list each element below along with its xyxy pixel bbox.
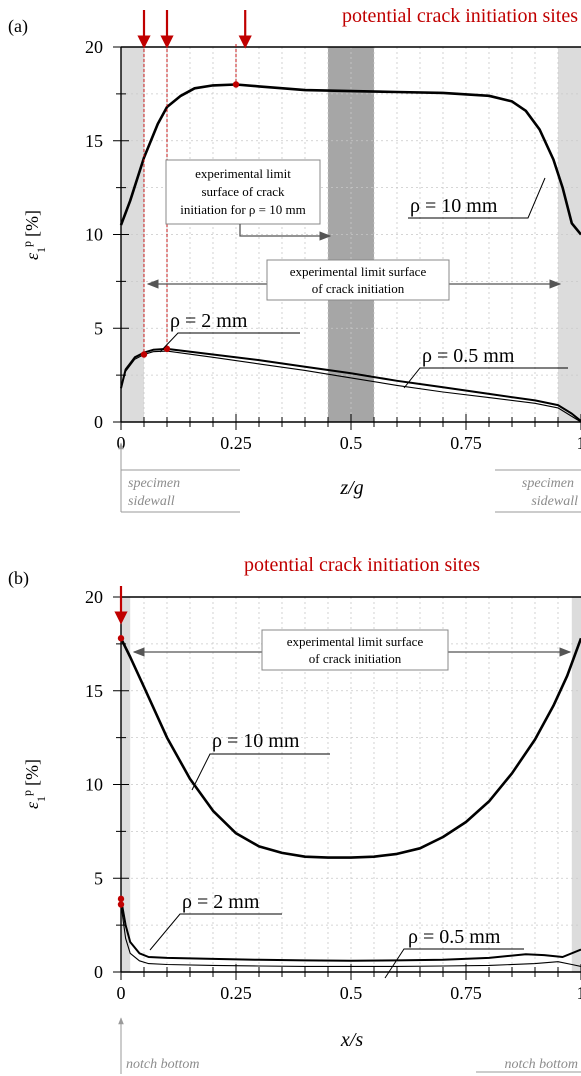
label-rho-05-b-text: ρ = 0.5 mm bbox=[408, 926, 501, 948]
panel-b-ylabel-sub: 1 bbox=[34, 796, 48, 802]
panel-b-ytick-label-3: 15 bbox=[85, 681, 103, 701]
panel-b-xtick-label-0: 0 bbox=[117, 983, 126, 1003]
panel-b-ytick-label-0: 0 bbox=[94, 962, 103, 982]
right-note-a: specimen sidewall bbox=[495, 469, 581, 513]
panel-a: (a) potential crack initiation sites 0 0.… bbox=[8, 5, 581, 513]
panel-b-marker-0 bbox=[117, 635, 125, 642]
label-rho-05-a-text: ρ = 0.5 mm bbox=[422, 345, 515, 367]
panel-b-ylabel: ε1p [%] bbox=[20, 759, 48, 809]
panel-b-xtick-label-2: 0.5 bbox=[340, 983, 363, 1003]
annotation-box-1: experimental limit surface of crack init… bbox=[165, 159, 332, 241]
svg-text:ε1p[%]: ε1p [%] bbox=[20, 759, 48, 809]
label-rho-10-b: ρ = 10 mm bbox=[191, 730, 330, 791]
label-rho-05-b: ρ = 0.5 mm bbox=[384, 926, 524, 979]
panel-b-marker-2 bbox=[117, 901, 125, 908]
panel-b-title: potential crack initiation sites bbox=[244, 554, 480, 576]
left-note-a-line-1: specimen bbox=[128, 476, 180, 491]
panel-b-ylabel-main: ε bbox=[22, 801, 42, 809]
label-rho-10-b-text: ρ = 10 mm bbox=[212, 730, 300, 752]
panel-a-label: (a) bbox=[8, 16, 28, 37]
panel-b-series-0 bbox=[119, 637, 581, 859]
panel-a-shaded-band-2 bbox=[558, 47, 581, 422]
panel-b-xtick-label-1: 0.25 bbox=[220, 983, 252, 1003]
panel-a-marker-0 bbox=[140, 351, 148, 358]
label-rho-10-a-text: ρ = 10 mm bbox=[410, 195, 498, 217]
panel-a-xtick-label-2: 0.5 bbox=[340, 433, 363, 453]
panel-a-ylabel: ε1p [%] bbox=[20, 210, 48, 260]
annotation-box-b-line-2: of crack initiation bbox=[309, 651, 402, 666]
annotation-box-2-line-2: of crack initiation bbox=[312, 281, 405, 296]
right-note-b-text: notch bottom bbox=[505, 1057, 579, 1072]
left-note-a: specimen sidewall bbox=[118, 442, 240, 513]
panel-a-marker-1 bbox=[163, 345, 171, 353]
panel-b-label: (b) bbox=[8, 568, 29, 589]
panel-a-marker-2 bbox=[232, 81, 240, 88]
panel-b-ytick-label-4: 20 bbox=[85, 587, 103, 607]
panel-a-ylabel-main: ε bbox=[22, 252, 42, 260]
label-rho-10-a: ρ = 10 mm bbox=[408, 177, 546, 219]
panel-a-ylabel-unit: [%] bbox=[22, 210, 42, 237]
panel-a-ylabel-sup: p bbox=[20, 241, 34, 247]
panel-b-xlabel: x/s bbox=[340, 1029, 363, 1051]
annotation-box-1-line-2: surface of crack bbox=[202, 184, 285, 199]
annotation-box-b: experimental limit surface of crack init… bbox=[132, 629, 572, 671]
panel-a-xlabel: z/g bbox=[339, 477, 363, 499]
label-rho-05-a: ρ = 0.5 mm bbox=[403, 345, 568, 389]
svg-text:ε1p[%]: ε1p [%] bbox=[20, 210, 48, 260]
left-note-b-text: notch bottom bbox=[126, 1057, 200, 1072]
annotation-box-2: experimental limit surface of crack init… bbox=[146, 259, 562, 301]
annotation-box-1-line-1: experimental limit bbox=[195, 166, 291, 181]
panel-b-marker-1 bbox=[117, 895, 125, 903]
panel-b-xtick-label-3: 0.75 bbox=[450, 983, 482, 1003]
left-note-b: notch bottom bbox=[118, 1017, 200, 1074]
panel-a-series-2 bbox=[120, 350, 581, 423]
panel-b-ylabel-unit: [%] bbox=[22, 759, 42, 786]
label-rho-2-b: ρ = 2 mm bbox=[149, 891, 282, 951]
panel-a-ytick-label-0: 0 bbox=[94, 412, 103, 432]
panel-a-ytick-label-1: 5 bbox=[94, 318, 103, 338]
panel-a-ylabel-sub: 1 bbox=[34, 247, 48, 253]
panel-b-ytick-label-1: 5 bbox=[94, 868, 103, 888]
right-note-a-line-1: specimen bbox=[522, 476, 574, 491]
panel-b-ytick-label-2: 10 bbox=[85, 775, 103, 795]
panel-a-series-0 bbox=[119, 83, 581, 236]
annotation-box-2-line-1: experimental limit surface bbox=[290, 264, 427, 279]
label-rho-2-a: ρ = 2 mm bbox=[159, 310, 300, 353]
panel-a-xtick-label-3: 0.75 bbox=[450, 433, 482, 453]
panel-a-xtick-label-4: 1 bbox=[577, 433, 581, 453]
panel-b-series-2 bbox=[120, 904, 581, 967]
panel-b-ylabel-sup: p bbox=[20, 790, 34, 796]
annotation-box-b-line-1: experimental limit surface bbox=[287, 634, 424, 649]
label-rho-2-a-text: ρ = 2 mm bbox=[170, 310, 248, 332]
right-note-a-line-2: sidewall bbox=[531, 494, 578, 509]
panel-a-ytick-label-3: 15 bbox=[85, 131, 103, 151]
panel-a-xtick-label-1: 0.25 bbox=[220, 433, 252, 453]
annotation-box-1-line-3: initiation for ρ = 10 mm bbox=[180, 202, 305, 217]
right-note-b: notch bottom bbox=[476, 1057, 581, 1073]
panel-b-xtick-label-4: 1 bbox=[577, 983, 581, 1003]
left-note-a-line-2: sidewall bbox=[128, 494, 175, 509]
label-rho-2-b-text: ρ = 2 mm bbox=[182, 891, 260, 913]
panel-b-series-1 bbox=[120, 898, 581, 962]
panel-a-ytick-label-4: 20 bbox=[85, 37, 103, 57]
panel-b: (b) potential crack initiation sites 0 0.… bbox=[8, 554, 581, 1074]
panel-a-ytick-label-2: 10 bbox=[85, 225, 103, 245]
panel-a-title: potential crack initiation sites bbox=[342, 5, 578, 27]
